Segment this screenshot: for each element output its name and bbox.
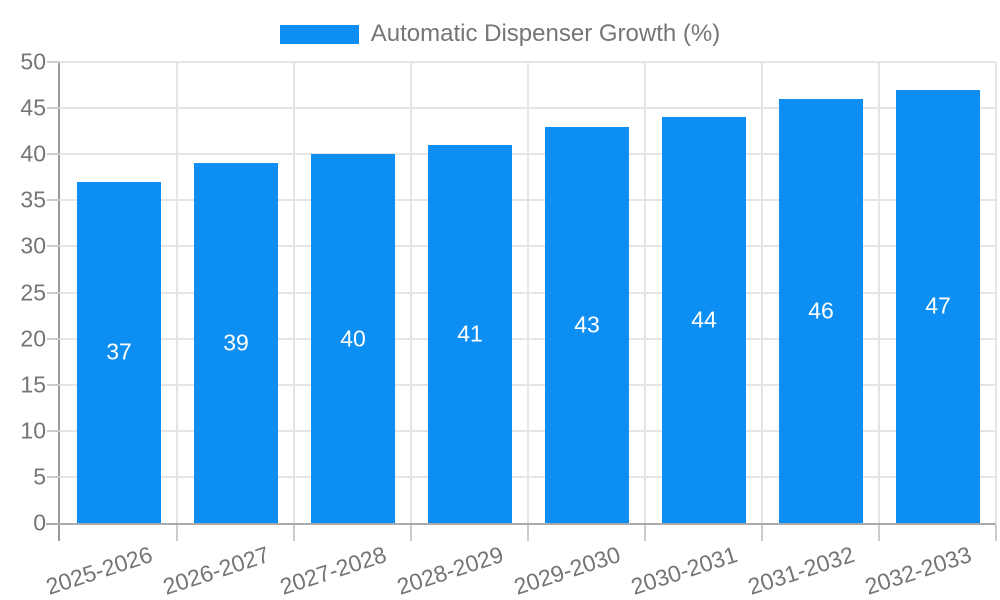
y-tick-label: 45 [20,94,46,121]
bar-value-label: 41 [457,320,483,347]
bar-value-label: 39 [223,329,249,356]
x-tick-label: 2025-2026 [42,541,156,600]
bar-value-label: 44 [691,306,717,333]
bar-value-label: 40 [340,325,366,352]
bar-value-label: 46 [808,297,834,324]
y-tick [47,107,60,109]
gridline-vertical [995,62,997,523]
y-tick [47,384,60,386]
y-tick-label: 10 [20,417,46,444]
legend-label: Automatic Dispenser Growth (%) [370,20,721,47]
x-tick [995,525,997,541]
bar-value-label: 47 [925,292,951,319]
x-tick-label: 2028-2029 [393,541,507,600]
y-tick [47,199,60,201]
y-tick [47,430,60,432]
bar [194,163,278,523]
gridline-vertical [293,62,295,523]
x-tick [293,525,295,541]
x-tick [644,525,646,541]
legend: Automatic Dispenser Growth (%) [0,20,1000,48]
y-tick [47,292,60,294]
bar-value-label: 37 [106,338,132,365]
y-tick [47,245,60,247]
y-tick-label: 5 [33,463,46,490]
x-tick [527,525,529,541]
y-tick-label: 35 [20,186,46,213]
y-tick [47,61,60,63]
x-tick-label: 2031-2032 [744,541,858,600]
gridline-vertical [176,62,178,523]
bar [662,117,746,523]
y-tick [47,153,60,155]
y-tick-label: 25 [20,279,46,306]
y-tick-label: 40 [20,140,46,167]
bar [311,154,395,523]
gridline-vertical [878,62,880,523]
gridline-vertical [527,62,529,523]
bar-value-label: 43 [574,311,600,338]
y-tick-label: 0 [33,509,46,536]
y-tick-label: 20 [20,325,46,352]
x-tick-label: 2027-2028 [276,541,390,600]
y-tick [47,338,60,340]
x-tick [761,525,763,541]
legend-swatch [279,24,359,44]
gridline-vertical [761,62,763,523]
y-tick-label: 30 [20,232,46,259]
y-axis-line [58,62,60,541]
x-axis-line [46,523,996,525]
y-tick-label: 50 [20,48,46,75]
bar [545,127,629,523]
y-tick-label: 15 [20,371,46,398]
x-tick [176,525,178,541]
bar [779,99,863,523]
bar [896,90,980,523]
x-tick [878,525,880,541]
bar [77,182,161,523]
x-tick-label: 2030-2031 [627,541,741,600]
x-tick-label: 2032-2033 [861,541,975,600]
x-tick [410,525,412,541]
gridline-vertical [410,62,412,523]
y-tick [47,476,60,478]
bar [428,145,512,523]
x-tick-label: 2029-2030 [510,541,624,600]
x-tick-label: 2026-2027 [159,541,273,600]
gridline-vertical [644,62,646,523]
